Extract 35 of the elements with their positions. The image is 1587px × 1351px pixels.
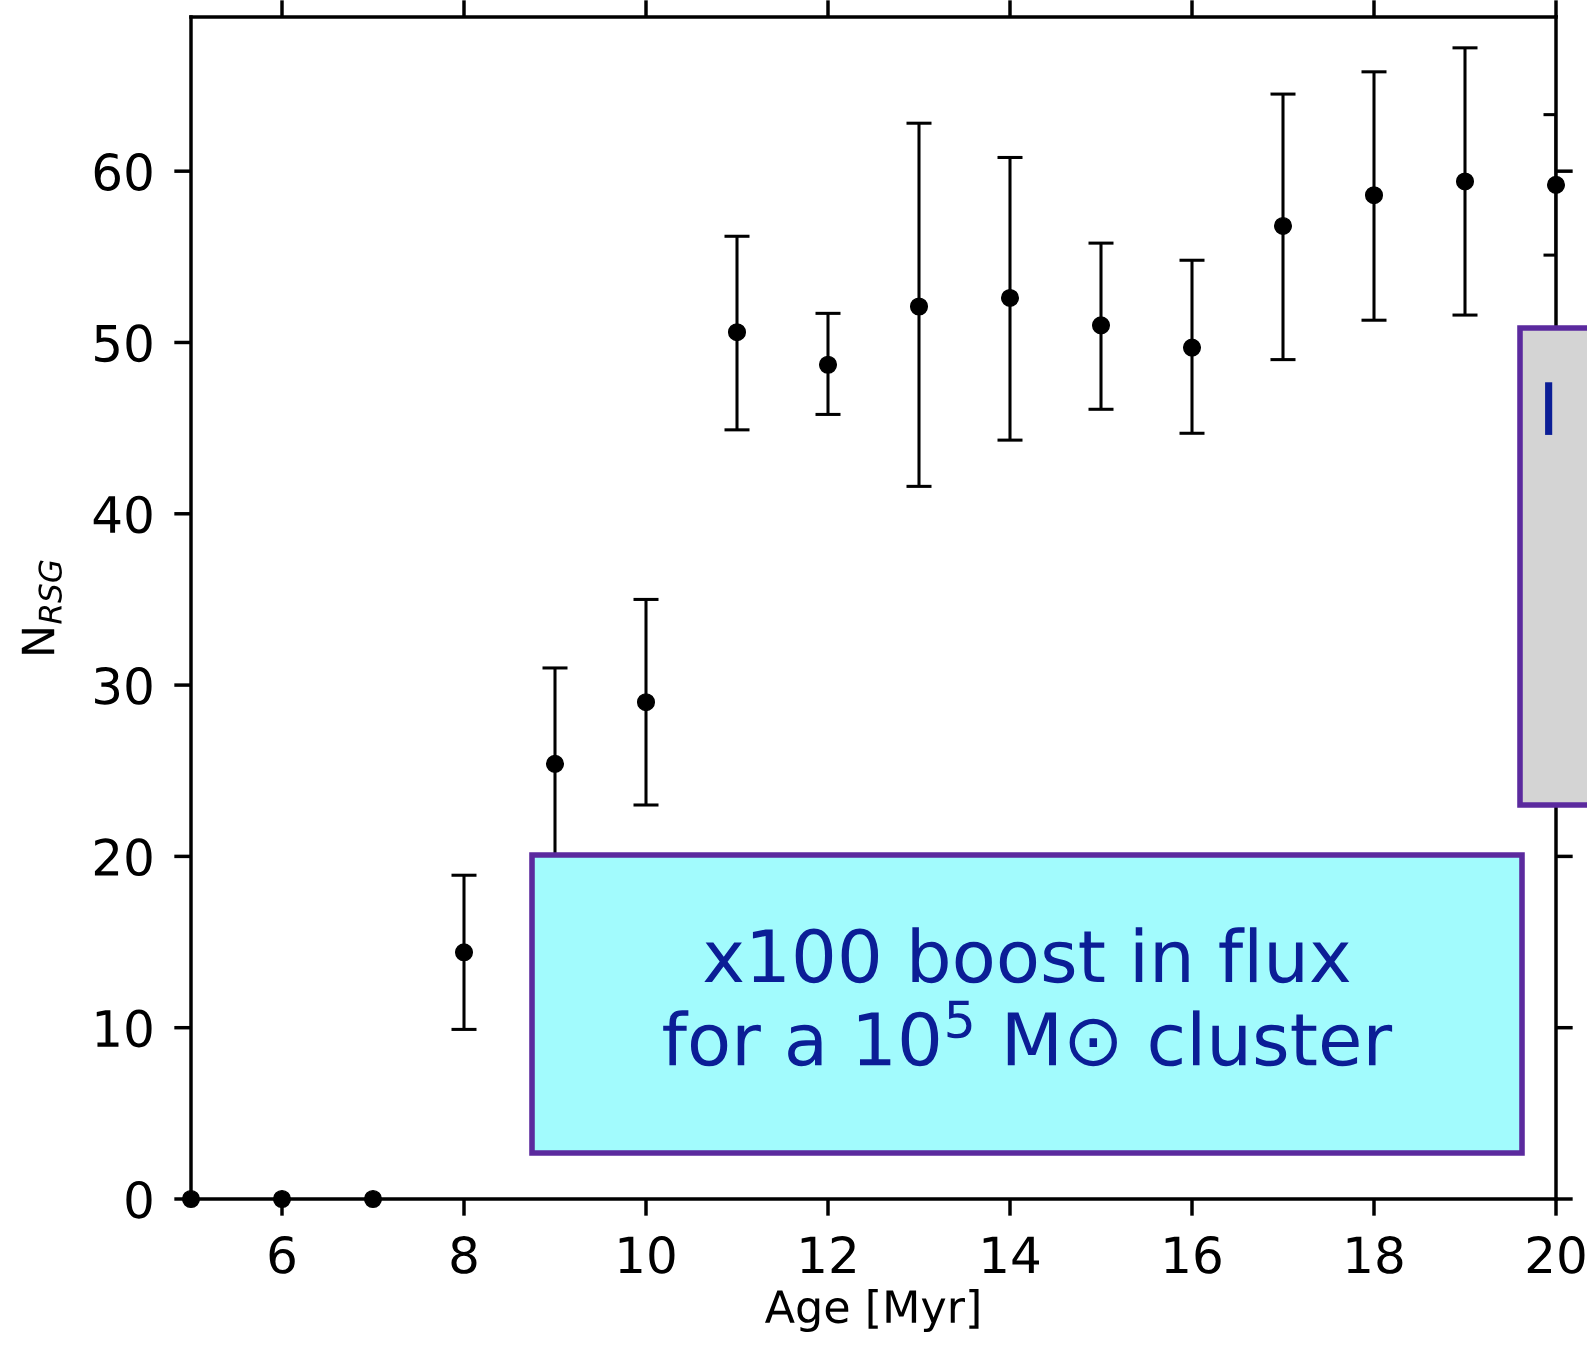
y-tick-label: 10	[96, 1009, 152, 1048]
x-tick-label: 14	[983, 1236, 1040, 1274]
annotation: x100 boost in flux for a 10$^{5}$ M⊙ cluster	[663, 927, 1393, 1067]
x-tick-label: 10	[619, 1235, 675, 1274]
annotation: I	[1545, 382, 1553, 435]
y-tick-label: 60	[94, 153, 152, 191]
point	[909, 297, 929, 316]
x-tick-label: 18	[1347, 1235, 1403, 1274]
x-tick-label: 8	[451, 1235, 477, 1274]
point	[545, 754, 565, 773]
x-tick-label: 20	[1527, 1235, 1585, 1274]
point	[727, 323, 747, 342]
point	[363, 1189, 383, 1209]
point	[818, 355, 838, 374]
point	[181, 1189, 201, 1209]
point	[1546, 175, 1566, 194]
point	[1091, 316, 1111, 335]
point	[1182, 338, 1202, 357]
y-tick-label: 0	[126, 1180, 152, 1219]
y-tick-label: 40	[93, 495, 152, 534]
point	[1000, 288, 1020, 307]
y-tick-label: 30	[95, 666, 152, 705]
y-axis-title: N$_{RSG}$	[21, 560, 62, 654]
x-tick-label: 6	[269, 1235, 295, 1274]
point	[1273, 216, 1293, 236]
x-tick-label: 16	[1165, 1235, 1221, 1274]
y-tick-label: 20	[94, 838, 152, 877]
point	[1455, 172, 1475, 191]
point	[454, 943, 474, 962]
y-tick-label: 50	[95, 324, 152, 363]
point	[272, 1189, 292, 1209]
point	[1364, 186, 1384, 205]
x-tick-label: 12	[801, 1235, 855, 1274]
point	[636, 693, 656, 712]
x-axis-title: Age [Myr]	[765, 1289, 979, 1333]
